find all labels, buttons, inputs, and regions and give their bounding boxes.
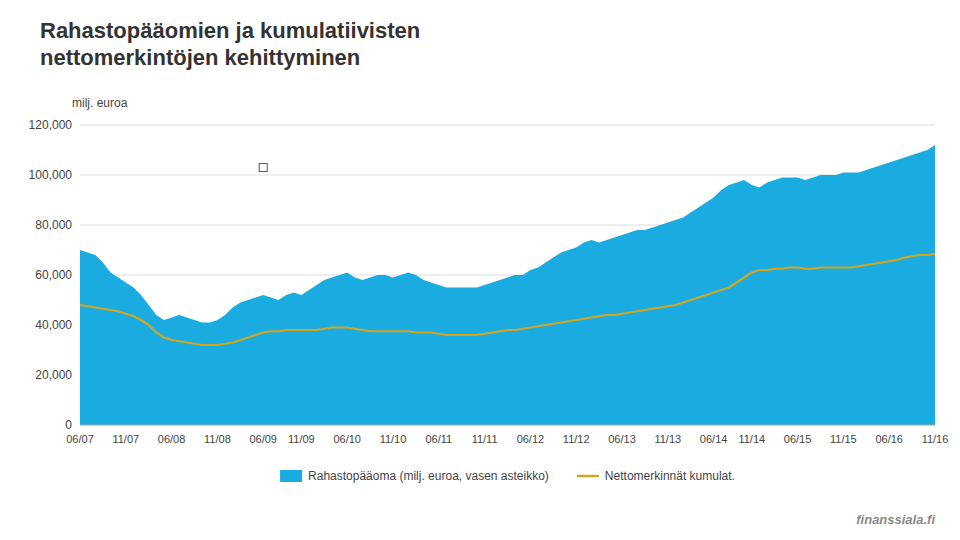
x-tick-label: 11/16	[922, 433, 949, 445]
x-tick-label: 06/15	[784, 433, 812, 445]
title-line: Rahastopääomien ja kumulatiivisten	[40, 18, 420, 43]
legend-label: Rahastopääoma (milj. euroa, vasen asteik…	[308, 469, 549, 483]
y-axis-label: milj. euroa	[72, 96, 128, 110]
line	[80, 254, 935, 345]
chart: Rahastopääomien ja kumulatiivistennettom…	[0, 0, 960, 540]
x-tick-label: 06/11	[425, 433, 452, 445]
x-tick-label: 06/13	[608, 433, 636, 445]
y-tick-label: 120,000	[29, 118, 73, 132]
x-tick-label: 06/16	[875, 433, 903, 445]
x-axis-line	[80, 425, 935, 426]
x-tick-label: 06/14	[700, 433, 728, 445]
legend-swatch	[280, 470, 302, 482]
x-tick-label: 11/12	[563, 433, 590, 445]
marker	[259, 164, 267, 172]
y-tick-label: 100,000	[29, 168, 73, 182]
x-tick-label: 06/09	[249, 433, 277, 445]
grid-line	[80, 125, 935, 126]
x-tick-label: 06/12	[517, 433, 545, 445]
x-tick-label: 11/09	[288, 433, 315, 445]
x-tick-label: 06/08	[158, 433, 186, 445]
legend: Rahastopääoma (milj. euroa, vasen asteik…	[280, 469, 735, 483]
x-tick-label: 11/07	[112, 433, 139, 445]
title-line: nettomerkintöjen kehittyminen	[40, 45, 360, 70]
y-tick-label: 80,000	[35, 218, 72, 232]
grid-line	[80, 175, 935, 176]
area	[80, 145, 935, 425]
x-tick-label: 11/11	[472, 433, 498, 445]
y-tick-label: 20,000	[35, 368, 72, 382]
x-tick-label: 11/15	[830, 433, 857, 445]
legend-swatch	[577, 475, 599, 478]
legend-label: Nettomerkinnät kumulat.	[605, 469, 735, 483]
x-tick-label: 11/14	[738, 433, 765, 445]
y-tick-label: 60,000	[35, 268, 72, 282]
x-tick-label: 11/10	[380, 433, 407, 445]
x-tick-label: 06/07	[66, 433, 94, 445]
plot-area	[80, 145, 935, 425]
y-tick-label: 40,000	[35, 318, 72, 332]
legend-item: Nettomerkinnät kumulat.	[577, 469, 735, 483]
x-axis: 06/07 11/07 06/08 11/08 06/09 11/09 06/10 11/10…	[66, 433, 948, 445]
y-axis: 0 20,000 40,000 60,000 80,000 100,000 120,000	[29, 118, 935, 432]
y-tick-label: 0	[65, 418, 72, 432]
title: Rahastopääomien ja kumulatiivistennettom…	[40, 18, 420, 70]
x-tick-label: 06/10	[333, 433, 361, 445]
x-tick-label: 11/08	[204, 433, 231, 445]
x-tick-label: 11/13	[654, 433, 681, 445]
legend-item: Rahastopääoma (milj. euroa, vasen asteik…	[280, 469, 549, 483]
annotation: finanssiala.fi	[856, 512, 935, 527]
grid-line	[80, 425, 935, 426]
